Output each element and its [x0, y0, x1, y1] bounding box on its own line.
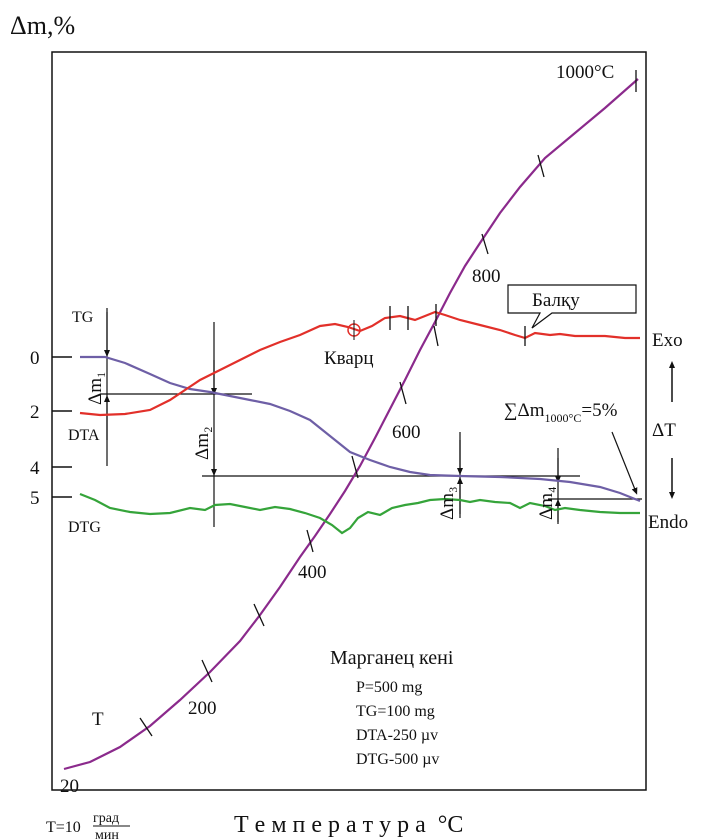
sample-param: DTA-250 µv	[356, 727, 438, 744]
tg-tick-label-4: 4	[30, 458, 40, 479]
series-line-t	[63, 78, 639, 771]
temp-label-200: 200	[188, 698, 217, 719]
heating-rate-numerator: град	[93, 811, 119, 826]
tg-axis: 0 2 4 5	[30, 348, 72, 509]
tg-tick-label-5: 5	[30, 488, 40, 509]
exo-label: Exo	[652, 330, 683, 351]
mass-loss-construction	[100, 308, 642, 527]
sample-param: P=500 mg	[356, 679, 422, 696]
delta-t-label: ΔT	[652, 420, 676, 441]
curve-label-dta: DTA	[68, 427, 100, 444]
endo-label: Endo	[648, 512, 688, 533]
dm2-label: Δm₂	[192, 426, 213, 460]
dm1-label: Δm₁	[85, 371, 106, 405]
sample-param: TG=100 mg	[356, 703, 435, 720]
temp-label-600: 600	[392, 422, 421, 443]
t-tick-mark	[399, 381, 407, 405]
total-loss-label: ∑Δm1000°С=5%	[504, 400, 618, 425]
y-axis-title: Δm,%	[10, 11, 75, 40]
tg-tick-label-0: 0	[30, 348, 40, 369]
temp-label-1000: 1000°С	[556, 62, 614, 83]
total-loss-subscript: 1000°С	[545, 411, 582, 425]
t-tick-mark	[433, 325, 439, 347]
heating-rate-denominator: мин	[95, 828, 119, 840]
series-line-dta	[79, 310, 640, 417]
heating-rate-prefix: T=10	[46, 819, 81, 836]
dm4-label: Δm₄	[536, 486, 557, 520]
x-axis-title: Т е м п е р а т у р а °С	[234, 812, 463, 838]
dm3-label: Δm₃	[437, 486, 458, 520]
temperature-ticks	[139, 70, 637, 737]
t-tick-mark	[139, 717, 153, 737]
t-tick-mark	[351, 455, 359, 479]
sample-param: DTG-500 µv	[356, 751, 439, 768]
sample-title: Марганец кені	[330, 647, 454, 669]
curve-label-tg: TG	[72, 309, 94, 326]
series-line-dtg	[79, 492, 640, 535]
t-tick-mark	[537, 154, 545, 178]
t-tick-mark	[201, 659, 213, 683]
total-loss-suffix: =5%	[581, 400, 617, 421]
total-loss-arrow	[611, 431, 638, 495]
temp-label-20: 20	[60, 776, 79, 797]
series-line-tg	[80, 355, 641, 503]
melting-label: Балқу	[532, 290, 580, 311]
curve-label-t: T	[92, 709, 104, 730]
total-loss-prefix: ∑Δm	[504, 400, 545, 421]
quartz-label: Кварц	[324, 348, 374, 369]
dta-ticks	[389, 304, 526, 346]
tg-tick-label-2: 2	[30, 402, 40, 423]
plot-frame	[51, 51, 647, 791]
heating-rate: T=10 град мин	[46, 811, 130, 840]
t-tick-mark	[306, 529, 314, 553]
melting-callout-box	[507, 284, 637, 329]
t-tick-mark	[481, 233, 489, 255]
temp-label-400: 400	[298, 562, 327, 583]
curve-label-dtg: DTG	[68, 519, 101, 536]
t-tick-mark	[253, 603, 265, 627]
temp-label-800: 800	[472, 266, 501, 287]
